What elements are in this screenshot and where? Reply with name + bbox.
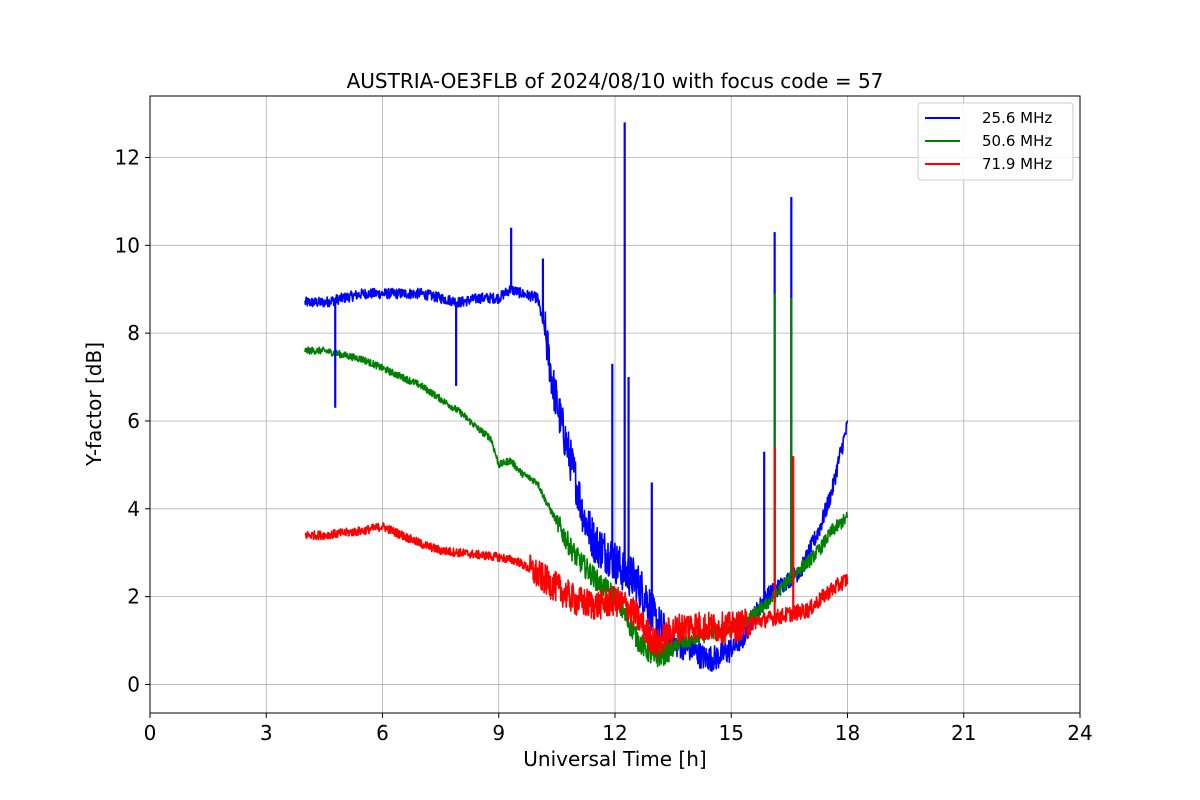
legend: 25.6 MHz 50.6 MHz 71.9 MHz xyxy=(917,102,1074,181)
series-line-2 xyxy=(304,522,849,659)
legend-box xyxy=(917,102,1074,181)
y-tick-label: 12 xyxy=(115,145,140,169)
x-tick-label: 9 xyxy=(492,721,505,745)
series-layer xyxy=(304,122,849,673)
y-tick-label: 2 xyxy=(127,585,140,609)
x-tick-label: 3 xyxy=(260,721,273,745)
legend-label: 25.6 MHz xyxy=(982,109,1052,127)
x-tick-label: 18 xyxy=(835,721,860,745)
y-axis-label: Y-factor [dB] xyxy=(82,342,106,467)
series-line-0 xyxy=(304,285,849,673)
x-axis-label: Universal Time [h] xyxy=(523,747,706,771)
series-line-1 xyxy=(304,346,849,668)
x-tick-label: 24 xyxy=(1067,721,1092,745)
x-tick-label: 21 xyxy=(951,721,976,745)
y-tick-label: 0 xyxy=(127,672,140,696)
x-tick-label: 6 xyxy=(376,721,389,745)
x-tick-label: 0 xyxy=(144,721,157,745)
y-tick-label: 4 xyxy=(127,497,140,521)
legend-label: 50.6 MHz xyxy=(982,132,1052,150)
y-tick-label: 10 xyxy=(115,233,140,257)
x-tick-label: 15 xyxy=(719,721,744,745)
y-tick-label: 6 xyxy=(127,409,140,433)
x-tick-label: 12 xyxy=(602,721,627,745)
chart-title: AUSTRIA-OE3FLB of 2024/08/10 with focus … xyxy=(347,69,884,93)
y-tick-label: 8 xyxy=(127,321,140,345)
grid xyxy=(149,96,1081,713)
legend-label: 71.9 MHz xyxy=(982,155,1052,173)
